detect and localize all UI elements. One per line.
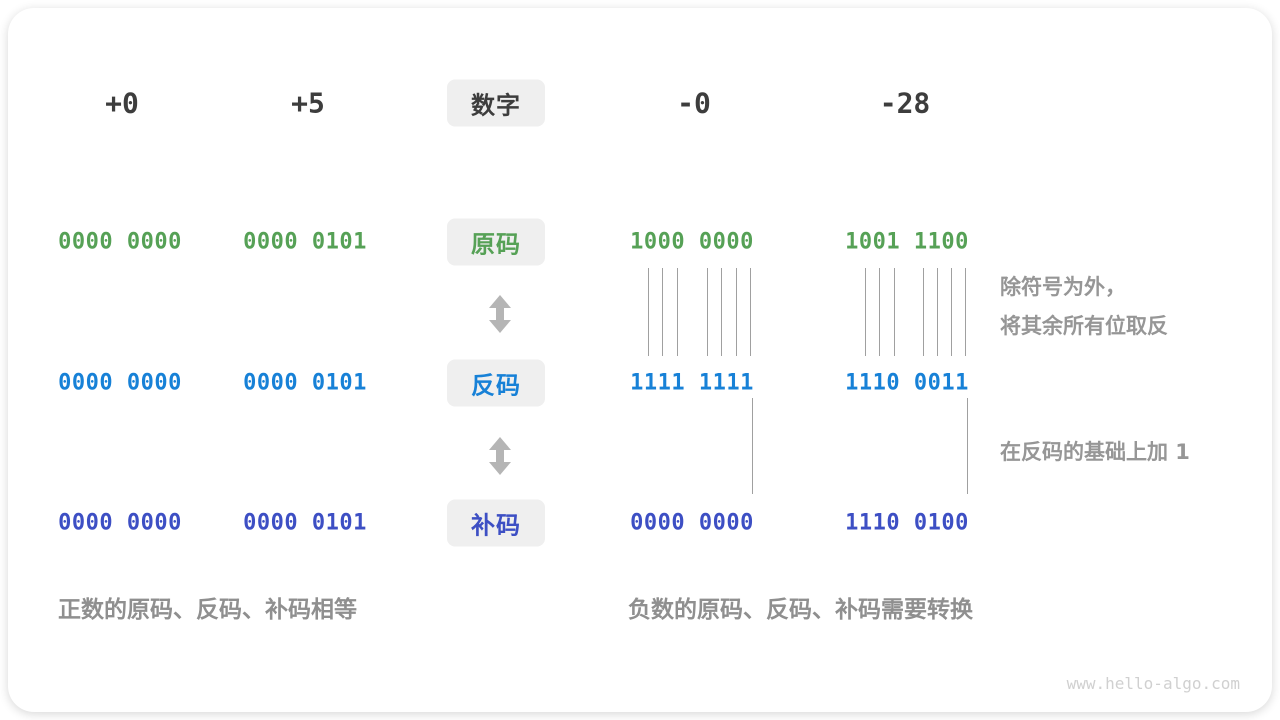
twos-complement-plus5: 0000 0101 <box>243 510 367 536</box>
label-sign-magnitude-text: 原码 <box>471 230 521 259</box>
watermark-url: www.hello-algo.com <box>1066 674 1240 693</box>
sign-magnitude-plus5: 0000 0101 <box>243 229 367 255</box>
double-arrow-icon <box>489 295 511 333</box>
header-minus-0: -0 <box>677 86 711 120</box>
invert-note-line1: 除符号为外， <box>1000 275 1126 299</box>
label-box-twos-complement: 补码 <box>447 499 545 547</box>
twos-complement-minus0: 0000 0000 <box>630 510 754 536</box>
add-one-line-minus0 <box>752 398 753 494</box>
sign-magnitude-minus0: 1000 0000 <box>630 229 754 255</box>
label-ones-complement-text: 反码 <box>471 371 521 400</box>
add-one-note: 在反码的基础上加 1 <box>1000 440 1190 464</box>
header-minus-28: -28 <box>879 86 931 120</box>
twos-complement-minus28: 1110 0100 <box>845 510 969 536</box>
label-box-sign-magnitude: 原码 <box>447 218 545 266</box>
ones-complement-plus5: 0000 0101 <box>243 370 367 396</box>
sign-magnitude-minus28: 1001 1100 <box>845 229 969 255</box>
twos-complement-plus0: 0000 0000 <box>58 510 182 536</box>
sign-magnitude-plus0: 0000 0000 <box>58 229 182 255</box>
ones-complement-plus0: 0000 0000 <box>58 370 182 396</box>
label-box-number-text: 数字 <box>471 91 521 120</box>
label-box-ones-complement: 反码 <box>447 359 545 407</box>
add-one-line-minus28 <box>967 398 968 494</box>
ones-complement-minus0: 1111 1111 <box>630 370 754 396</box>
caption-negative: 负数的原码、反码、补码需要转换 <box>628 597 973 623</box>
header-plus-5: +5 <box>291 86 325 120</box>
ones-complement-minus28: 1110 0011 <box>845 370 969 396</box>
label-box-number: 数字 <box>447 79 545 127</box>
invert-note-line2: 将其余所有位取反 <box>1000 314 1168 338</box>
double-arrow-icon <box>489 437 511 475</box>
header-plus-0: +0 <box>105 86 139 120</box>
label-twos-complement-text: 补码 <box>471 511 521 540</box>
diagram-card: +0 +5 数字 -0 -28 0000 0000 0000 0101 原码 1… <box>8 8 1272 712</box>
caption-positive: 正数的原码、反码、补码相等 <box>58 597 357 623</box>
